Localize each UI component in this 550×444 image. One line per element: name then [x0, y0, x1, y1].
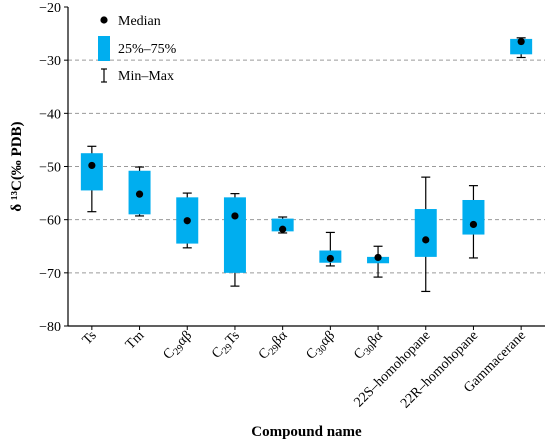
box-item	[367, 245, 390, 278]
legend-iqr-label: 25%–75%	[118, 42, 177, 57]
y-tick-label: −80	[39, 320, 61, 335]
x-tick-label: C29βα	[256, 328, 292, 364]
x-tick-label: Tm	[123, 328, 147, 352]
box-item	[510, 37, 533, 59]
x-tick-label: C30αβ	[304, 328, 340, 364]
median-dot	[517, 37, 525, 46]
median-dot	[374, 253, 382, 262]
x-axis-ticks: Ts TmC29αβC29TsC29βαC30αβC30βα22S–homohop…	[80, 326, 529, 411]
x-tick-label: Ts	[80, 328, 100, 348]
box-iqr	[223, 197, 246, 273]
box-iqr	[510, 38, 533, 55]
median-dot	[422, 236, 430, 244]
x-tick-label: C30βα	[351, 328, 387, 364]
legend-box-marker	[98, 36, 110, 61]
legend-median-label: Median	[118, 14, 161, 29]
x-tick-label: C29αβ	[161, 328, 197, 364]
legend-minmax-label: Min–Max	[118, 69, 174, 84]
x-axis-title: Compound name	[251, 424, 362, 440]
y-tick-label: −20	[39, 1, 61, 16]
box-series	[80, 37, 533, 293]
box-item	[319, 231, 342, 267]
y-tick-label: −60	[39, 214, 61, 229]
median-dot	[88, 161, 96, 170]
median-dot	[279, 225, 287, 233]
median-dot	[231, 212, 239, 220]
legend: Median 25%–75% Min–Max	[98, 14, 177, 84]
box-item	[176, 192, 199, 249]
box-iqr	[271, 218, 294, 232]
box-item	[271, 216, 294, 234]
box-item	[223, 193, 246, 287]
median-dot	[135, 190, 144, 198]
x-tick-label: C29Ts	[209, 328, 244, 363]
box-iqr	[80, 153, 103, 191]
y-tick-label: −40	[39, 107, 61, 122]
box-iqr	[462, 199, 485, 235]
median-dot	[183, 217, 191, 225]
box-item	[462, 185, 485, 259]
y-tick-label: −70	[39, 267, 61, 282]
median-dot	[469, 220, 478, 229]
grid-lines	[68, 59, 545, 274]
y-tick-label: −30	[39, 54, 61, 69]
y-tick-label: −50	[39, 161, 61, 176]
y-axis-ticks: −80 −70 −60 −50 −40 −30 −20	[39, 1, 68, 335]
box-iqr	[414, 209, 437, 257]
median-dot	[326, 254, 334, 263]
box-item	[414, 176, 437, 293]
box-item	[80, 145, 103, 213]
legend-median-marker	[100, 16, 108, 24]
y-axis-title: δ ¹³C(‰ PDB)	[9, 121, 25, 211]
box-item	[128, 166, 151, 217]
